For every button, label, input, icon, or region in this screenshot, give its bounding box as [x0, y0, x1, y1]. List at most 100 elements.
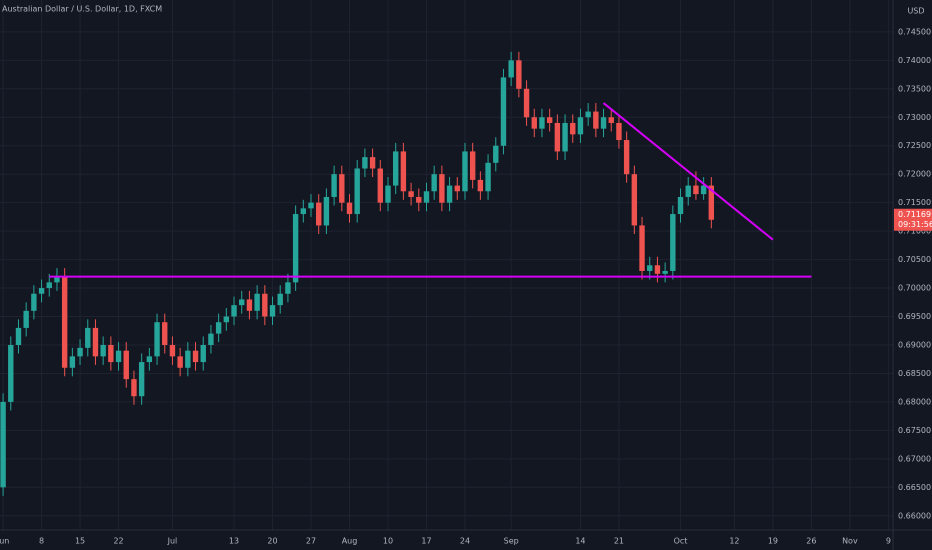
last-price-box: [894, 208, 932, 231]
candle-body: [208, 333, 214, 345]
candle-body: [300, 208, 307, 215]
candle-body: [0, 401, 6, 488]
candle-body: [523, 88, 530, 118]
x-tick-label: 19: [768, 537, 778, 546]
candle-body: [138, 362, 145, 397]
candle-body: [92, 327, 99, 357]
x-tick-label: Sep: [504, 537, 519, 546]
x-tick-label: Jun: [0, 537, 9, 546]
candle-body: [369, 157, 376, 169]
candle-body: [685, 185, 691, 197]
candle-body: [516, 60, 522, 89]
y-tick-label: 0.74000: [898, 56, 931, 65]
candle-body: [339, 174, 345, 203]
candle-body: [585, 111, 591, 118]
candle-body: [131, 379, 137, 397]
candle-body: [269, 305, 276, 317]
candle-body: [700, 185, 707, 195]
y-tick-label: 0.68500: [898, 369, 931, 378]
candle-body: [693, 185, 699, 195]
y-tick-label: 0.66000: [898, 511, 931, 520]
candle-body: [623, 140, 630, 175]
candle-body: [539, 117, 545, 129]
currency-label: USD: [907, 7, 924, 16]
candle-body: [670, 214, 676, 271]
candle-body: [608, 117, 614, 123]
grid: [0, 0, 893, 530]
x-tick-label: 9: [886, 537, 891, 546]
candle-body: [262, 293, 268, 317]
candle-body: [500, 77, 507, 146]
trend-line: [602, 102, 774, 241]
candle-body: [38, 288, 45, 294]
last-price-label: 0.71169: [898, 210, 931, 219]
x-tick-label: Jul: [167, 537, 178, 546]
x-tick-label: Oct: [674, 537, 688, 546]
candle-body: [577, 117, 584, 135]
candle-body: [23, 310, 29, 328]
candle-body: [708, 185, 715, 220]
candle-body: [69, 356, 76, 368]
candle-body: [454, 185, 460, 192]
candle-body: [662, 270, 668, 274]
y-tick-label: 0.71500: [898, 198, 931, 207]
x-tick-label: 12: [729, 537, 739, 546]
y-tick-label: 0.69000: [898, 340, 931, 349]
candle-body: [493, 145, 499, 163]
x-tick-label: 8: [39, 537, 44, 546]
candle-body: [677, 196, 684, 215]
candle-body: [323, 196, 330, 226]
x-tick-label: 26: [806, 537, 816, 546]
candle-body: [246, 299, 253, 311]
candle-body: [285, 282, 291, 294]
candle-body: [446, 185, 453, 203]
drawings: [49, 102, 812, 278]
candle-body: [8, 344, 14, 402]
y-tick-label: 0.71000: [898, 227, 931, 236]
candle-body: [562, 122, 568, 152]
chart-title: Australian Dollar / U.S. Dollar, 1D, FXC…: [2, 5, 162, 14]
candle-body: [570, 122, 576, 135]
x-tick-label: 21: [614, 537, 624, 546]
y-tick-label: 0.67000: [898, 454, 931, 463]
y-tick-label: 0.68000: [898, 397, 931, 406]
candle-body: [169, 344, 176, 357]
candle-body: [485, 162, 491, 192]
candle-body: [392, 151, 399, 186]
x-tick-label: 22: [113, 537, 123, 546]
candle-body: [123, 350, 129, 380]
x-tick-label: 20: [267, 537, 277, 546]
candle-body: [408, 191, 414, 197]
x-tick-label: 17: [421, 537, 431, 546]
countdown-label: 09:31:56: [898, 220, 932, 229]
x-tick-label: 24: [460, 537, 470, 546]
candle-body: [431, 174, 437, 192]
x-tick-label: 10: [383, 537, 393, 546]
y-tick-label: 0.74500: [898, 27, 931, 36]
candle-body: [31, 293, 37, 311]
y-tick-label: 0.72000: [898, 170, 931, 179]
y-tick-label: 0.73500: [898, 84, 931, 93]
candle-body: [115, 350, 122, 363]
candle-body: [46, 282, 52, 289]
x-tick-label: Nov: [842, 537, 858, 546]
candle-body: [439, 174, 445, 203]
candle-body: [15, 327, 22, 345]
candle-body: [647, 265, 653, 271]
axes: 0.66000 0.66500 0.67000 0.67500 0.68000 0.685…: [0, 27, 932, 546]
candle-body: [100, 344, 106, 357]
candles: [0, 51, 715, 496]
candle-body: [77, 347, 83, 357]
candle-body: [477, 179, 484, 192]
candle-body: [223, 316, 230, 323]
candle-body: [154, 322, 160, 357]
candle-body: [593, 111, 599, 129]
candle-body: [239, 299, 245, 306]
y-tick-label: 0.70000: [898, 284, 931, 293]
candle-body: [639, 225, 645, 271]
candle-body: [162, 322, 168, 345]
candle-body: [354, 168, 360, 215]
